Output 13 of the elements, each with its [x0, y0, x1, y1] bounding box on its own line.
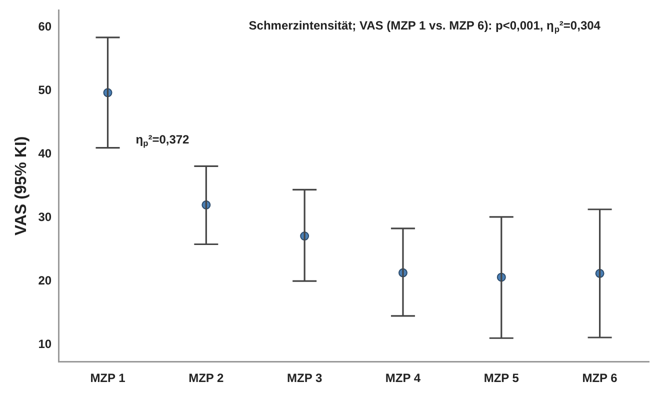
x-tick-label: MZP 5: [484, 371, 520, 386]
y-axis-title: VAS (95% KI): [13, 136, 30, 236]
x-tick-label: MZP 4: [385, 371, 421, 386]
y-tick-label: 60: [38, 20, 52, 34]
x-tick-label: MZP 1: [90, 371, 126, 386]
x-tick-label: MZP 6: [582, 371, 618, 386]
y-tick-label: 40: [38, 146, 52, 160]
y-tick-label: 10: [38, 336, 52, 351]
y-tick-label: 50: [38, 83, 52, 98]
y-tick-label: 30: [38, 210, 52, 224]
y-tick-label: 20: [38, 273, 52, 288]
x-tick-label: MZP 3: [287, 371, 322, 386]
x-tick-label: MZP 2: [188, 371, 224, 386]
